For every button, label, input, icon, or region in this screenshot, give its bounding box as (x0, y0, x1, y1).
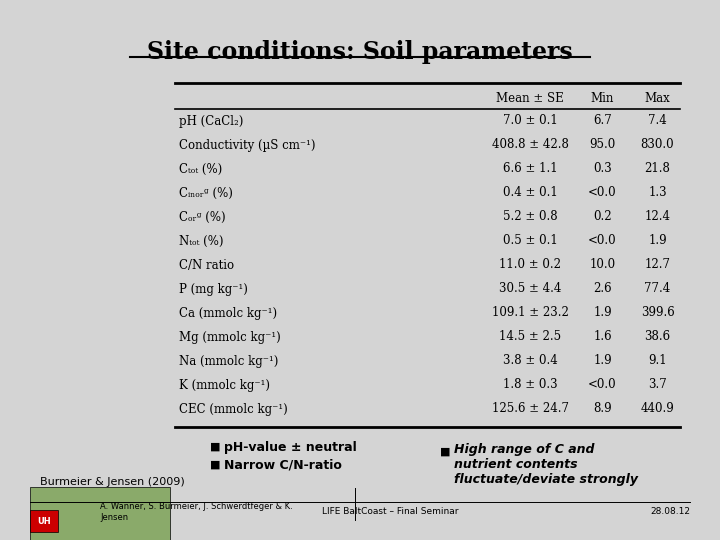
Text: ■: ■ (210, 460, 220, 470)
Text: Cₜₒₜ (%): Cₜₒₜ (%) (179, 163, 222, 176)
Text: 109.1 ± 23.2: 109.1 ± 23.2 (492, 307, 568, 320)
Text: 0.5 ± 0.1: 0.5 ± 0.1 (503, 234, 557, 247)
Text: 830.0: 830.0 (641, 138, 675, 152)
Text: 1.3: 1.3 (648, 186, 667, 199)
Text: C/N ratio: C/N ratio (179, 259, 234, 272)
Text: 6.7: 6.7 (593, 114, 612, 127)
Text: Nₜₒₜ (%): Nₜₒₜ (%) (179, 234, 223, 247)
Text: 9.1: 9.1 (648, 354, 667, 368)
Text: 399.6: 399.6 (641, 307, 675, 320)
Text: P (mg kg⁻¹): P (mg kg⁻¹) (179, 282, 248, 295)
Text: LIFE BaltCoast – Final Seminar: LIFE BaltCoast – Final Seminar (322, 508, 458, 516)
Text: 2.6: 2.6 (593, 282, 612, 295)
Text: <0.0: <0.0 (588, 379, 617, 392)
Text: Na (mmolc kg⁻¹): Na (mmolc kg⁻¹) (179, 354, 279, 368)
Text: UH: UH (37, 516, 51, 525)
Text: 38.6: 38.6 (644, 330, 670, 343)
Text: CEC (mmolc kg⁻¹): CEC (mmolc kg⁻¹) (179, 402, 288, 415)
Text: Site conditions: Soil parameters: Site conditions: Soil parameters (147, 40, 573, 64)
Text: 408.8 ± 42.8: 408.8 ± 42.8 (492, 138, 568, 152)
FancyBboxPatch shape (30, 487, 170, 540)
Text: 7.4: 7.4 (648, 114, 667, 127)
Text: <0.0: <0.0 (588, 186, 617, 199)
Text: 0.3: 0.3 (593, 163, 612, 176)
Text: High range of C and
nutrient contents
fluctuate/deviate strongly: High range of C and nutrient contents fl… (454, 443, 638, 486)
Text: Cₒᵣᵍ (%): Cₒᵣᵍ (%) (179, 211, 225, 224)
Text: 11.0 ± 0.2: 11.0 ± 0.2 (499, 259, 561, 272)
FancyBboxPatch shape (30, 510, 58, 532)
Text: 5.2 ± 0.8: 5.2 ± 0.8 (503, 211, 557, 224)
Text: 10.0: 10.0 (590, 259, 616, 272)
Text: 30.5 ± 4.4: 30.5 ± 4.4 (499, 282, 561, 295)
Text: 12.4: 12.4 (644, 211, 670, 224)
Text: 3.7: 3.7 (648, 379, 667, 392)
Text: 0.2: 0.2 (593, 211, 612, 224)
Text: 6.6 ± 1.1: 6.6 ± 1.1 (503, 163, 557, 176)
Text: Min: Min (591, 92, 614, 105)
Text: Narrow C/N-ratio: Narrow C/N-ratio (224, 458, 342, 471)
Text: ■: ■ (210, 442, 220, 452)
Text: 95.0: 95.0 (590, 138, 616, 152)
Text: 1.9: 1.9 (593, 354, 612, 368)
Text: <0.0: <0.0 (588, 234, 617, 247)
Text: 1.8 ± 0.3: 1.8 ± 0.3 (503, 379, 557, 392)
Text: Max: Max (644, 92, 670, 105)
Text: Cᵢₙₒᵣᵍ (%): Cᵢₙₒᵣᵍ (%) (179, 186, 233, 199)
Text: Mg (mmolc kg⁻¹): Mg (mmolc kg⁻¹) (179, 330, 281, 343)
Text: K (mmolc kg⁻¹): K (mmolc kg⁻¹) (179, 379, 270, 392)
Text: 12.7: 12.7 (644, 259, 670, 272)
Text: 1.6: 1.6 (593, 330, 612, 343)
Text: 21.8: 21.8 (644, 163, 670, 176)
Text: A. Wanner, S. Burmeier, J. Schwerdtfeger & K.
Jensen: A. Wanner, S. Burmeier, J. Schwerdtfeger… (100, 502, 293, 522)
Text: 8.9: 8.9 (593, 402, 612, 415)
Text: 28.08.12: 28.08.12 (650, 508, 690, 516)
Text: 440.9: 440.9 (641, 402, 675, 415)
Text: ■: ■ (440, 447, 451, 457)
Text: Burmeier & Jensen (2009): Burmeier & Jensen (2009) (40, 477, 185, 487)
Text: 77.4: 77.4 (644, 282, 670, 295)
Text: 14.5 ± 2.5: 14.5 ± 2.5 (499, 330, 561, 343)
Text: 125.6 ± 24.7: 125.6 ± 24.7 (492, 402, 569, 415)
Text: 1.9: 1.9 (648, 234, 667, 247)
Text: pH (CaCl₂): pH (CaCl₂) (179, 114, 243, 127)
Text: Conductivity (µS cm⁻¹): Conductivity (µS cm⁻¹) (179, 138, 315, 152)
Text: Ca (mmolc kg⁻¹): Ca (mmolc kg⁻¹) (179, 307, 277, 320)
Text: Mean ± SE: Mean ± SE (496, 92, 564, 105)
Text: 0.4 ± 0.1: 0.4 ± 0.1 (503, 186, 557, 199)
Text: 1.9: 1.9 (593, 307, 612, 320)
Text: pH-value ± neutral: pH-value ± neutral (224, 441, 356, 454)
Text: 3.8 ± 0.4: 3.8 ± 0.4 (503, 354, 557, 368)
Text: 7.0 ± 0.1: 7.0 ± 0.1 (503, 114, 557, 127)
